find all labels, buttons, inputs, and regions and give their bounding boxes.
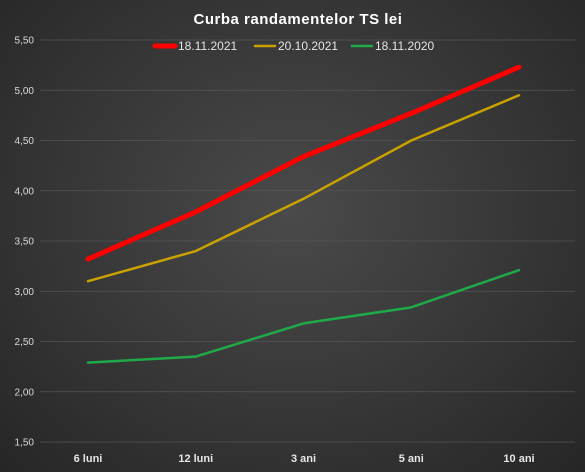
y-tick-label: 5,50 <box>15 36 35 47</box>
y-tick-label: 3,00 <box>15 287 35 298</box>
y-tick-label: 5,00 <box>15 86 35 97</box>
series-line <box>86 268 521 364</box>
x-tick-label: 5 ani <box>399 453 424 465</box>
y-tick-label: 2,50 <box>15 337 35 348</box>
x-tick-label: 12 luni <box>178 453 213 465</box>
y-axis-ticks: 1,50 2,00 2,50 3,00 3,50 4,00 4,50 5,00 5,50 <box>15 36 35 449</box>
legend-label: 18.11.2021 <box>178 39 237 53</box>
grid-lines <box>40 39 575 443</box>
x-tick-label: 10 ani <box>503 453 534 465</box>
chart-title: Curba randamentelor TS lei <box>194 11 403 28</box>
legend: 18.11.2021 20.10.2021 18.11.2020 <box>152 39 434 53</box>
series-line <box>85 64 522 262</box>
legend-label: 20.10.2021 <box>278 39 338 53</box>
y-tick-label: 2,00 <box>15 387 35 398</box>
x-tick-label: 6 luni <box>74 453 103 465</box>
x-axis-ticks: 6 luni 12 luni 3 ani 5 ani 10 ani <box>74 453 535 465</box>
legend-label: 18.11.2020 <box>375 39 434 53</box>
series-line <box>86 94 521 283</box>
y-tick-label: 1,50 <box>15 438 35 449</box>
series-lines <box>85 64 522 364</box>
y-tick-label: 4,50 <box>15 136 35 147</box>
x-tick-label: 3 ani <box>291 453 316 465</box>
y-tick-label: 4,00 <box>15 186 35 197</box>
y-tick-label: 3,50 <box>15 237 35 248</box>
